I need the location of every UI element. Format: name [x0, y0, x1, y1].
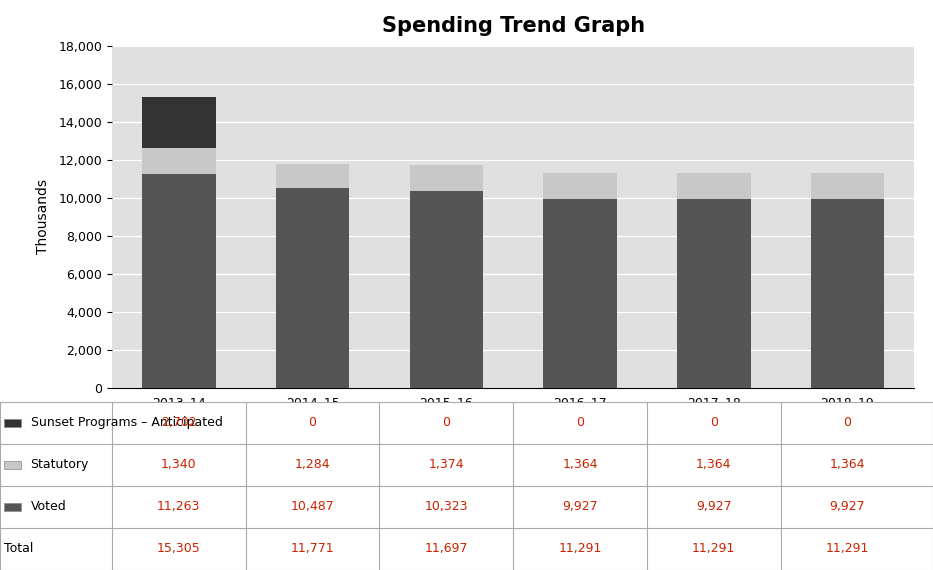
Bar: [245, 528, 380, 570]
Bar: [513, 402, 647, 444]
Text: 1,364: 1,364: [563, 458, 598, 471]
Bar: [380, 486, 513, 528]
Bar: [410, 165, 483, 192]
Text: 9,927: 9,927: [829, 500, 865, 514]
Bar: [811, 199, 884, 388]
Bar: [543, 199, 617, 388]
Bar: [781, 486, 914, 528]
Text: 9,927: 9,927: [563, 500, 598, 514]
Bar: [647, 444, 781, 486]
Bar: [410, 192, 483, 388]
Bar: [677, 199, 750, 388]
Bar: [380, 444, 513, 486]
Text: 2,702: 2,702: [161, 416, 197, 429]
Text: 0: 0: [843, 416, 852, 429]
Bar: [380, 528, 513, 570]
Text: 11,291: 11,291: [692, 543, 735, 556]
Title: Spending Trend Graph: Spending Trend Graph: [382, 16, 645, 36]
Bar: [513, 444, 647, 486]
Text: 11,263: 11,263: [157, 500, 201, 514]
Text: 9,927: 9,927: [696, 500, 731, 514]
Bar: [276, 164, 349, 188]
Bar: [677, 173, 750, 199]
Text: 15,305: 15,305: [157, 543, 201, 556]
Bar: [5, 503, 21, 511]
Text: Sunset Programs – Anticipated: Sunset Programs – Anticipated: [31, 416, 222, 429]
Y-axis label: Thousands: Thousands: [36, 179, 50, 254]
Text: 0: 0: [576, 416, 584, 429]
Text: Voted: Voted: [31, 500, 66, 514]
Bar: [5, 461, 21, 469]
Text: Total: Total: [5, 543, 34, 556]
Text: 1,340: 1,340: [161, 458, 197, 471]
Bar: [112, 444, 245, 486]
Text: 1,364: 1,364: [829, 458, 865, 471]
Text: 10,487: 10,487: [291, 500, 334, 514]
Text: 1,364: 1,364: [696, 458, 731, 471]
Bar: [245, 444, 380, 486]
Text: 11,291: 11,291: [826, 543, 870, 556]
Text: 11,771: 11,771: [291, 543, 334, 556]
Bar: [0, 486, 112, 528]
Bar: [112, 402, 245, 444]
Bar: [0, 444, 112, 486]
Text: 10,323: 10,323: [425, 500, 468, 514]
Bar: [142, 174, 216, 388]
Bar: [811, 173, 884, 199]
Bar: [245, 402, 380, 444]
Bar: [380, 402, 513, 444]
Bar: [647, 402, 781, 444]
Text: 0: 0: [309, 416, 316, 429]
Bar: [513, 486, 647, 528]
Bar: [276, 188, 349, 388]
Bar: [142, 148, 216, 174]
Bar: [245, 486, 380, 528]
Bar: [0, 402, 112, 444]
Bar: [647, 486, 781, 528]
Bar: [142, 97, 216, 148]
Text: 11,697: 11,697: [425, 543, 468, 556]
Text: 0: 0: [710, 416, 717, 429]
Bar: [0, 528, 112, 570]
Bar: [513, 528, 647, 570]
Bar: [112, 528, 245, 570]
Text: Statutory: Statutory: [31, 458, 89, 471]
Bar: [647, 528, 781, 570]
Text: 11,291: 11,291: [558, 543, 602, 556]
Bar: [543, 173, 617, 199]
Bar: [781, 402, 914, 444]
Bar: [5, 418, 21, 427]
Text: 1,374: 1,374: [428, 458, 464, 471]
Bar: [112, 486, 245, 528]
Bar: [781, 528, 914, 570]
Text: 1,284: 1,284: [295, 458, 330, 471]
Bar: [781, 444, 914, 486]
Text: 0: 0: [442, 416, 451, 429]
